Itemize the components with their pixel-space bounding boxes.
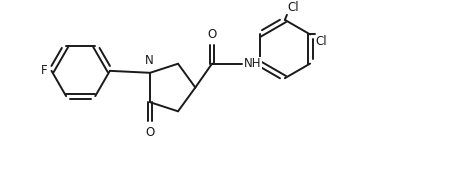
Text: F: F [41, 64, 48, 77]
Text: NH: NH [244, 57, 262, 70]
Text: O: O [207, 28, 217, 41]
Text: Cl: Cl [315, 35, 327, 48]
Text: Cl: Cl [287, 1, 299, 14]
Text: O: O [145, 126, 155, 139]
Text: N: N [145, 54, 154, 67]
